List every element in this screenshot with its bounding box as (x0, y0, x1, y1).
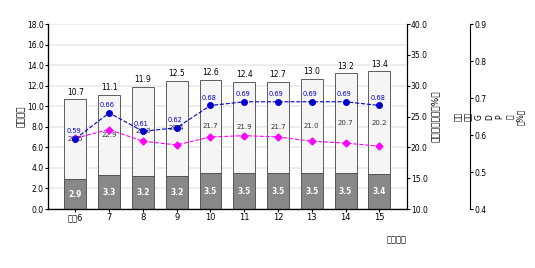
Bar (301, 79, 323, 173)
Text: 12.6: 12.6 (202, 68, 219, 77)
Text: 20.7: 20.7 (338, 120, 354, 126)
Text: 13.2: 13.2 (337, 62, 354, 71)
Text: 3.3: 3.3 (103, 188, 116, 197)
Text: 10.7: 10.7 (67, 88, 84, 96)
Bar (166, 81, 188, 176)
Text: 3.5: 3.5 (339, 187, 352, 196)
Text: 0.66: 0.66 (100, 102, 115, 109)
Bar (233, 173, 255, 209)
Bar (132, 176, 154, 209)
Text: 3.5: 3.5 (271, 187, 285, 196)
Text: （年度）: （年度） (387, 235, 407, 244)
Bar (334, 73, 356, 173)
Text: 3.2: 3.2 (170, 188, 184, 197)
Bar (64, 99, 86, 179)
Text: 21.0: 21.0 (135, 128, 151, 135)
Y-axis label: （兆円）: （兆円） (17, 106, 26, 127)
Text: 12.7: 12.7 (270, 70, 286, 79)
Y-axis label: 政府負担割合（%）: 政府負担割合（%） (431, 91, 440, 142)
Bar (98, 95, 120, 175)
Text: 13.4: 13.4 (371, 60, 388, 69)
Text: 0.69: 0.69 (303, 91, 317, 97)
Text: 3.5: 3.5 (238, 187, 251, 196)
Text: 2.9: 2.9 (68, 190, 82, 199)
Text: 21.5: 21.5 (67, 136, 83, 142)
Bar (98, 175, 120, 209)
Bar (233, 82, 255, 173)
Bar (267, 173, 289, 209)
Text: 21.9: 21.9 (236, 124, 252, 130)
Text: 21.7: 21.7 (203, 123, 218, 129)
Text: 11.1: 11.1 (101, 83, 118, 92)
Bar (369, 174, 391, 209)
Text: 22.9: 22.9 (102, 132, 117, 138)
Bar (301, 173, 323, 209)
Text: 13.0: 13.0 (303, 67, 320, 76)
Text: 0.61: 0.61 (134, 121, 149, 127)
Text: 0.69: 0.69 (337, 91, 351, 97)
Bar (334, 173, 356, 209)
Text: 12.5: 12.5 (169, 69, 185, 78)
Bar (64, 179, 86, 209)
Text: 3.5: 3.5 (204, 187, 217, 196)
Bar (369, 71, 391, 174)
Bar (200, 80, 221, 173)
Text: 0.68: 0.68 (370, 95, 385, 101)
Text: 0.59: 0.59 (66, 128, 81, 134)
Y-axis label: 政府
負担
G
D
P
比
（%）: 政府 負担 G D P 比 （%） (454, 108, 525, 125)
Text: 12.4: 12.4 (236, 70, 253, 79)
Bar (166, 176, 188, 209)
Bar (200, 173, 221, 209)
Text: 11.9: 11.9 (135, 75, 151, 84)
Bar (132, 87, 154, 176)
Text: 0.69: 0.69 (269, 91, 284, 97)
Text: 3.4: 3.4 (373, 187, 386, 196)
Text: 0.62: 0.62 (167, 117, 182, 123)
Text: 20.4: 20.4 (169, 125, 185, 131)
Bar (267, 82, 289, 173)
Text: 3.2: 3.2 (136, 188, 150, 197)
Text: 21.7: 21.7 (270, 124, 286, 130)
Text: 3.5: 3.5 (305, 187, 318, 196)
Text: 0.68: 0.68 (201, 95, 216, 101)
Text: 20.2: 20.2 (372, 120, 387, 126)
Text: 21.0: 21.0 (304, 123, 319, 129)
Text: 0.69: 0.69 (235, 91, 250, 97)
